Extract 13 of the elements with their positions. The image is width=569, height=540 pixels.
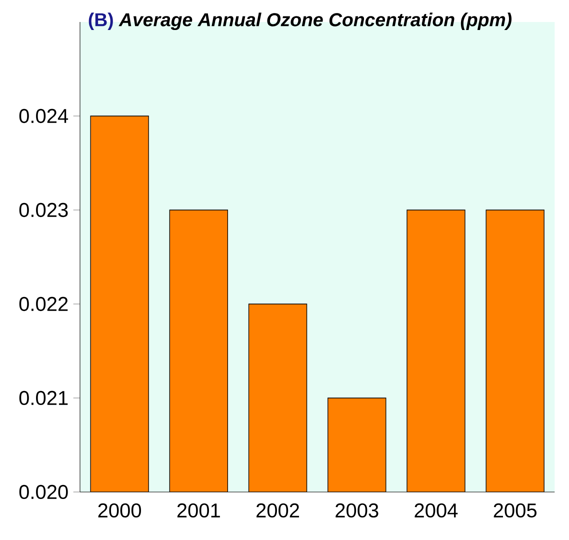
y-tick-label: 0.020 — [19, 484, 68, 500]
annotation: (B) — [88, 12, 113, 30]
y-tick-label: 0.024 — [19, 108, 68, 124]
y-tick-label: 0.021 — [19, 390, 68, 406]
x-tick-label: 2000 — [98, 503, 141, 518]
x-tick-label: 2001 — [177, 503, 220, 518]
y-tick-label: 0.022 — [19, 296, 68, 312]
y-tick-label: 0.023 — [19, 202, 68, 218]
chart-title: Average Annual Ozone Concentration (ppm) — [118, 12, 512, 30]
x-tick-label: 2005 — [494, 503, 536, 518]
x-tick-label: 2004 — [414, 503, 458, 518]
x-tick-label: 2003 — [336, 503, 378, 518]
x-tick-label: 2002 — [256, 503, 300, 518]
